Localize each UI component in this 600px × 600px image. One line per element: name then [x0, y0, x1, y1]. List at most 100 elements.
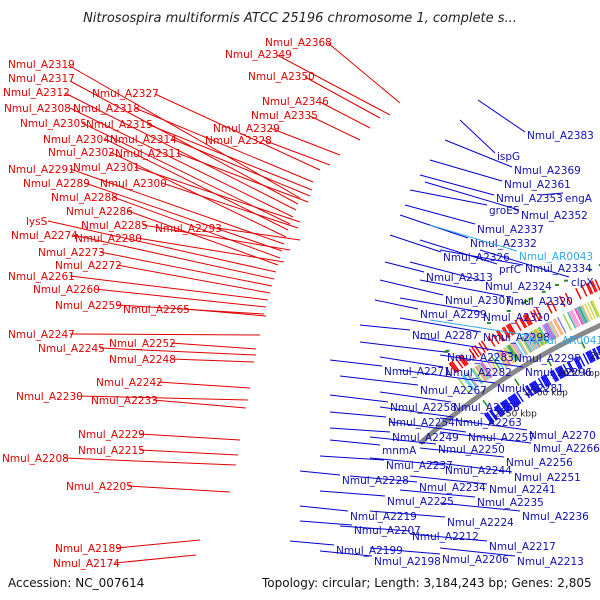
gene-label[interactable]: Nmul_A2299	[420, 309, 487, 321]
gene-label[interactable]: Nmul_A2274	[11, 230, 78, 242]
reverse-gene-arrow[interactable]	[484, 413, 493, 425]
forward-gene-arrow[interactable]	[501, 327, 510, 339]
forward-gene-arrow[interactable]	[581, 285, 588, 297]
reverse-gene-arrow[interactable]	[585, 351, 592, 364]
gene-label[interactable]: Nmul_A2295	[514, 353, 581, 365]
reverse-gene-arrow[interactable]	[493, 406, 502, 418]
gene-label[interactable]: Nmul_A2287	[412, 330, 479, 342]
gene-label[interactable]: Nmul_A2335	[251, 110, 318, 122]
gene-label[interactable]: Nmul_A2241	[489, 484, 556, 496]
gene-label[interactable]: Nmul_A2282	[445, 367, 512, 379]
reverse-gene-arrow[interactable]	[513, 393, 522, 404]
reverse-gene-arrow[interactable]	[533, 380, 542, 392]
gene-label[interactable]: Nmul_A2265	[123, 304, 190, 316]
gene-label[interactable]: Nmul_A2283	[447, 352, 514, 364]
reverse-gene-arrow[interactable]	[582, 353, 590, 365]
gene-label[interactable]: Nmul_A2256	[506, 457, 573, 469]
gene-label[interactable]: clpX	[571, 277, 594, 289]
gene-label[interactable]: Nmul_A2242	[96, 377, 163, 389]
gene-label[interactable]: Nmul_A2300	[100, 178, 167, 190]
gene-label[interactable]: Nmul_A2266	[533, 443, 600, 455]
gene-label[interactable]: Nmul_A2208	[2, 453, 69, 465]
reverse-gene-arrow[interactable]	[552, 369, 560, 381]
gene-label[interactable]: Nmul_A2311	[115, 148, 182, 160]
gene-label[interactable]: Nmul_A2270	[529, 430, 596, 442]
gene-label[interactable]: Nmul_A2230	[16, 391, 83, 403]
forward-gene-arrow[interactable]	[478, 342, 487, 354]
forward-gene-arrow[interactable]	[507, 323, 515, 335]
reverse-gene-arrow[interactable]	[507, 397, 516, 408]
gene-label[interactable]: Nmul_A2225	[387, 496, 454, 508]
gene-label[interactable]: Nmul_A2245	[38, 343, 105, 355]
forward-gene-arrow[interactable]	[550, 300, 557, 312]
reverse-gene-arrow[interactable]	[556, 367, 564, 379]
reverse-gene-arrow[interactable]	[490, 409, 499, 420]
gene-label[interactable]: Nmul_A2320	[506, 296, 573, 308]
gene-label[interactable]: Nmul_A2308	[4, 103, 71, 115]
gene-label[interactable]: Nmul_A2352	[521, 210, 588, 222]
gene-label[interactable]: Nmul_A2250	[438, 444, 505, 456]
gene-label[interactable]: Nmul_A2244	[445, 465, 512, 477]
forward-gene-arrow[interactable]	[497, 329, 506, 341]
reverse-gene-arrow[interactable]	[596, 346, 600, 358]
reverse-gene-arrow[interactable]	[488, 410, 498, 421]
reverse-gene-arrow[interactable]	[540, 376, 548, 388]
reverse-gene-arrow[interactable]	[578, 355, 586, 367]
gene-label[interactable]: Nmul_A2285	[81, 220, 148, 232]
gene-label[interactable]: Nmul_A2251	[514, 472, 581, 484]
gene-label[interactable]: Nmul_A2298	[483, 332, 550, 344]
gene-label[interactable]: Nmul_A2213	[517, 556, 584, 568]
forward-gene-arrow[interactable]	[471, 346, 480, 358]
gene-label[interactable]: Nmul_A2205	[66, 481, 133, 493]
reverse-gene-arrow[interactable]	[532, 381, 541, 392]
gene-label[interactable]: Nmul_A2273	[38, 247, 105, 259]
gene-label[interactable]: Nmul_A2261	[8, 271, 75, 283]
gene-label[interactable]: Nmul_A2317	[8, 73, 75, 85]
forward-gene-arrow[interactable]	[518, 317, 526, 329]
gene-label[interactable]: Nmul_A2281	[497, 383, 564, 395]
reverse-gene-arrow[interactable]	[543, 374, 551, 386]
forward-gene-arrow[interactable]	[451, 360, 460, 372]
reverse-gene-arrow[interactable]	[485, 412, 494, 424]
gene-label[interactable]: Nmul_A2301	[73, 162, 140, 174]
gene-label[interactable]: Nmul_A2233	[91, 395, 158, 407]
gene-label[interactable]: Nmul_A2288	[51, 192, 118, 204]
gene-label[interactable]: ispG	[497, 151, 520, 163]
reverse-gene-arrow[interactable]	[502, 400, 511, 412]
gene-label[interactable]: Nmul_A2332	[470, 238, 537, 250]
gene-label[interactable]: Nmul_A2206	[442, 554, 509, 566]
gene-label[interactable]: Nmul_A2337	[477, 224, 544, 236]
reverse-gene-arrow[interactable]	[550, 370, 558, 382]
forward-gene-arrow[interactable]	[468, 348, 477, 360]
reverse-gene-arrow[interactable]	[587, 350, 595, 362]
gene-label[interactable]: Nmul_A2260	[33, 284, 100, 296]
gene-label[interactable]: Nmul_A2224	[447, 517, 514, 529]
gene-label[interactable]: Nmul_A2259	[55, 300, 122, 312]
gene-label[interactable]: Nmul_A2313	[426, 272, 493, 284]
forward-gene-arrow[interactable]	[590, 281, 597, 293]
gene-label[interactable]: Nmul_A2304	[43, 134, 110, 146]
gene-label[interactable]: Nmul_A2198	[374, 556, 441, 568]
reverse-gene-arrow[interactable]	[486, 411, 495, 423]
reverse-gene-arrow[interactable]	[559, 365, 567, 377]
gene-label[interactable]: Nmul_A2318	[73, 103, 140, 115]
gene-label[interactable]: Nmul_A2350	[248, 71, 315, 83]
gene-label[interactable]: Nmul_A2248	[109, 354, 176, 366]
forward-gene-arrow[interactable]	[564, 292, 572, 305]
gene-label[interactable]: Nmul_A2369	[514, 165, 581, 177]
gene-label[interactable]: Nmul_A2328	[205, 135, 272, 147]
gene-label[interactable]: Nmul_A2174	[53, 558, 120, 570]
forward-gene-arrow[interactable]	[558, 295, 566, 308]
reverse-gene-arrow[interactable]	[549, 371, 557, 383]
gene-label[interactable]: Nmul_A2237	[386, 460, 453, 472]
gene-label[interactable]: Nmul_A2247	[8, 329, 75, 341]
gene-label[interactable]: Nmul_A2314	[110, 134, 177, 146]
reverse-gene-arrow[interactable]	[589, 349, 596, 362]
forward-gene-arrow[interactable]	[535, 307, 543, 320]
gene-label[interactable]: Nmul_A2383	[527, 130, 594, 142]
gene-label[interactable]: Nmul_A2312	[3, 87, 70, 99]
gene-label[interactable]: Nmul_A2310	[483, 312, 550, 324]
reverse-gene-arrow[interactable]	[530, 382, 538, 394]
forward-gene-arrow[interactable]	[591, 280, 598, 293]
gene-label[interactable]: Nmul_A2368	[265, 37, 332, 49]
